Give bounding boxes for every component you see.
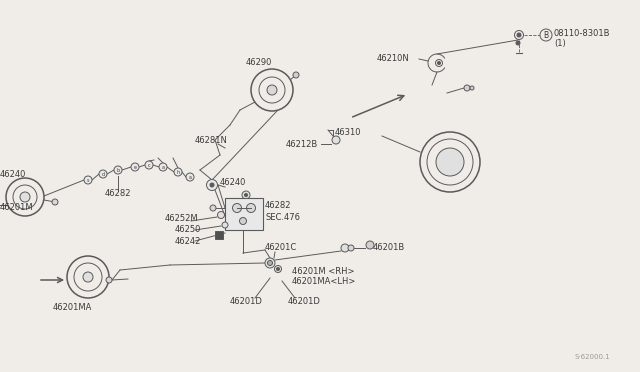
Text: c: c	[148, 163, 150, 167]
Text: 46240: 46240	[0, 170, 26, 179]
Text: 46210N: 46210N	[377, 54, 410, 62]
Text: S·62000.1: S·62000.1	[574, 354, 610, 360]
Circle shape	[275, 266, 282, 273]
Circle shape	[435, 60, 442, 67]
Circle shape	[420, 132, 480, 192]
Circle shape	[470, 86, 474, 90]
Circle shape	[259, 77, 285, 103]
Text: a: a	[189, 174, 191, 180]
Circle shape	[251, 69, 293, 111]
Text: e: e	[134, 164, 136, 170]
Text: 46212B: 46212B	[286, 140, 318, 148]
Circle shape	[517, 33, 521, 37]
Bar	[215, 231, 223, 239]
Circle shape	[267, 85, 277, 95]
Text: 46282: 46282	[265, 201, 291, 209]
Circle shape	[366, 241, 374, 249]
Circle shape	[106, 277, 112, 283]
Text: s: s	[87, 177, 89, 183]
Circle shape	[515, 31, 524, 39]
Circle shape	[232, 203, 241, 212]
Circle shape	[114, 166, 122, 174]
Text: (1): (1)	[554, 38, 566, 48]
Text: 46201D: 46201D	[230, 296, 263, 305]
Text: 46281N: 46281N	[195, 135, 228, 144]
Text: 46201MA<LH>: 46201MA<LH>	[292, 276, 356, 285]
Text: 46201MA: 46201MA	[53, 302, 92, 311]
Circle shape	[84, 176, 92, 184]
Circle shape	[210, 205, 216, 211]
Circle shape	[210, 183, 214, 187]
Circle shape	[246, 203, 255, 212]
Text: 46201B: 46201B	[373, 243, 405, 251]
Circle shape	[438, 61, 440, 64]
Text: 46282: 46282	[105, 189, 131, 198]
Circle shape	[222, 222, 228, 228]
Bar	[225, 198, 263, 230]
Text: 46201C: 46201C	[265, 243, 297, 251]
Circle shape	[239, 218, 246, 224]
Text: 08110-8301B: 08110-8301B	[554, 29, 611, 38]
Circle shape	[332, 136, 340, 144]
Circle shape	[244, 193, 248, 196]
Text: 46201M <RH>: 46201M <RH>	[292, 266, 355, 276]
Text: d: d	[101, 171, 104, 176]
Circle shape	[348, 245, 354, 251]
Circle shape	[52, 199, 58, 205]
Circle shape	[131, 163, 139, 171]
Text: b: b	[116, 167, 120, 173]
Circle shape	[145, 161, 153, 169]
Circle shape	[427, 139, 473, 185]
Circle shape	[13, 185, 37, 209]
Circle shape	[265, 258, 275, 268]
Circle shape	[341, 244, 349, 252]
Text: a: a	[161, 164, 164, 170]
Text: 46310: 46310	[335, 128, 362, 137]
Text: 46250: 46250	[175, 224, 202, 234]
Circle shape	[464, 85, 470, 91]
Text: 46201D: 46201D	[288, 296, 321, 305]
Circle shape	[242, 191, 250, 199]
Circle shape	[67, 256, 109, 298]
Text: 46290: 46290	[246, 58, 272, 67]
Text: h: h	[177, 170, 180, 174]
Circle shape	[20, 192, 30, 202]
Circle shape	[174, 168, 182, 176]
Circle shape	[293, 72, 299, 78]
Text: B: B	[543, 31, 548, 39]
Text: 46240: 46240	[220, 177, 246, 186]
Circle shape	[83, 272, 93, 282]
Circle shape	[99, 170, 107, 178]
Circle shape	[218, 212, 225, 218]
Circle shape	[74, 263, 102, 291]
Circle shape	[540, 29, 552, 41]
Text: 46242: 46242	[175, 237, 202, 246]
Circle shape	[207, 180, 218, 190]
Circle shape	[516, 41, 520, 45]
Text: 46252M: 46252M	[165, 214, 198, 222]
Circle shape	[276, 267, 280, 270]
Circle shape	[436, 148, 464, 176]
Circle shape	[159, 163, 167, 171]
Text: SEC.476: SEC.476	[265, 212, 300, 221]
Circle shape	[6, 178, 44, 216]
Circle shape	[186, 173, 194, 181]
Circle shape	[268, 260, 273, 266]
Text: 46201M: 46201M	[0, 202, 34, 212]
